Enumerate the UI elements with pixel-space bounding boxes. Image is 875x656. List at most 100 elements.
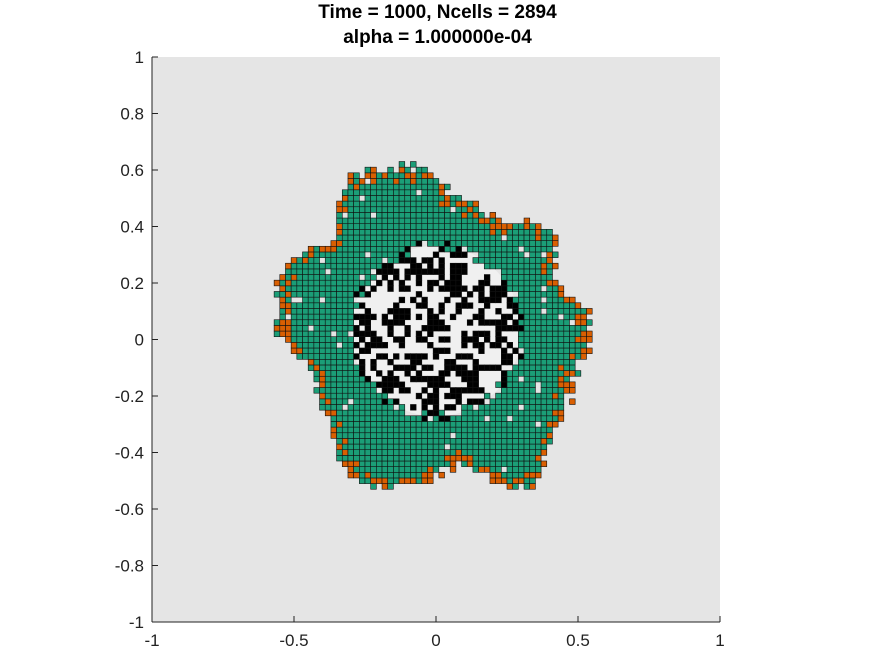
- cell-marker: [398, 443, 406, 451]
- cell-marker: [523, 302, 531, 309]
- cell-marker: [523, 274, 531, 281]
- cell-marker: [296, 319, 303, 326]
- cell-marker: [427, 398, 434, 405]
- cell-marker: [455, 308, 462, 315]
- cell-marker: [324, 302, 332, 309]
- cell-marker: [341, 347, 349, 354]
- cell-marker: [324, 342, 332, 349]
- cell-marker: [535, 370, 542, 377]
- cell-marker: [512, 375, 519, 383]
- cell-marker: [523, 426, 531, 434]
- cell-marker: [506, 313, 513, 321]
- cell-marker: [359, 347, 366, 354]
- cell-marker: [455, 212, 462, 219]
- cell-marker: [415, 172, 423, 179]
- cell-marker: [444, 455, 451, 462]
- cell-marker: [370, 223, 377, 230]
- cell-marker: [523, 387, 531, 394]
- cell-marker: [427, 432, 434, 439]
- cell-marker: [285, 268, 292, 275]
- cell-marker: [557, 392, 565, 400]
- cell-marker: [307, 296, 315, 304]
- cell-marker: [381, 466, 389, 473]
- cell-marker: [444, 370, 451, 377]
- cell-marker: [336, 381, 343, 388]
- cell-marker: [341, 325, 349, 332]
- cell-marker: [387, 217, 394, 225]
- cell-marker: [387, 358, 394, 366]
- cell-marker: [546, 313, 553, 321]
- cell-marker: [444, 426, 451, 434]
- cell-marker: [506, 296, 513, 304]
- cell-marker: [478, 313, 485, 321]
- cell-marker: [574, 313, 582, 321]
- cell-marker: [421, 353, 428, 360]
- cell-marker: [518, 262, 525, 270]
- cell-marker: [501, 245, 508, 253]
- cell-marker: [427, 319, 434, 326]
- cell-marker: [438, 183, 445, 191]
- cell-marker: [472, 336, 479, 343]
- cell-marker: [512, 234, 519, 241]
- cell-marker: [307, 330, 315, 338]
- cell-marker: [404, 438, 411, 445]
- cell-marker: [512, 483, 519, 490]
- cell-marker: [438, 285, 445, 292]
- cell-marker: [398, 432, 406, 439]
- cell-marker: [546, 257, 553, 264]
- cell-marker: [438, 274, 445, 281]
- cell-marker: [529, 398, 536, 405]
- cell-marker: [472, 330, 479, 338]
- cell-marker: [472, 370, 479, 377]
- cell-marker: [364, 432, 371, 439]
- cell-marker: [472, 387, 479, 394]
- cell-marker: [427, 240, 434, 247]
- cell-marker: [489, 404, 496, 411]
- cell-marker: [466, 353, 474, 360]
- cell-marker: [557, 291, 565, 298]
- cell-marker: [478, 308, 485, 315]
- cell-marker: [273, 330, 281, 338]
- cell-marker: [461, 432, 468, 439]
- cell-marker: [353, 234, 360, 241]
- cell-marker: [410, 206, 417, 213]
- cell-marker: [535, 308, 542, 315]
- cell-marker: [347, 183, 354, 191]
- cell-marker: [376, 178, 383, 185]
- cell-marker: [353, 268, 360, 275]
- cell-marker: [398, 212, 406, 219]
- cell-marker: [472, 409, 479, 417]
- cell-marker: [381, 268, 389, 275]
- cell-marker: [336, 308, 343, 315]
- cell-marker: [427, 268, 434, 275]
- cell-marker: [455, 421, 462, 428]
- cell-marker: [427, 330, 434, 338]
- cell-marker: [415, 183, 423, 191]
- cell-marker: [540, 330, 548, 338]
- cell-marker: [347, 313, 354, 321]
- cell-marker: [319, 245, 326, 253]
- y-tick-label: 1: [135, 48, 144, 67]
- cell-marker: [438, 375, 445, 383]
- cell-marker: [529, 347, 536, 354]
- cell-marker: [506, 358, 513, 366]
- cell-marker: [540, 245, 548, 253]
- cell-marker: [518, 466, 525, 473]
- cell-marker: [296, 330, 303, 338]
- cell-marker: [512, 274, 519, 281]
- y-tick-label: -0.6: [115, 500, 144, 519]
- cell-marker: [569, 353, 576, 360]
- cell-marker: [330, 245, 337, 253]
- cell-marker: [398, 364, 406, 371]
- cell-marker: [370, 449, 377, 456]
- x-tick-label: 1: [715, 631, 724, 650]
- cell-marker: [432, 426, 440, 434]
- cell-marker: [359, 245, 366, 253]
- cell-marker: [466, 234, 474, 241]
- cell-marker: [478, 347, 485, 354]
- cell-marker: [472, 257, 479, 264]
- cell-marker: [324, 257, 332, 264]
- cell-marker: [410, 172, 417, 179]
- cell-marker: [347, 364, 354, 371]
- cell-marker: [376, 471, 383, 479]
